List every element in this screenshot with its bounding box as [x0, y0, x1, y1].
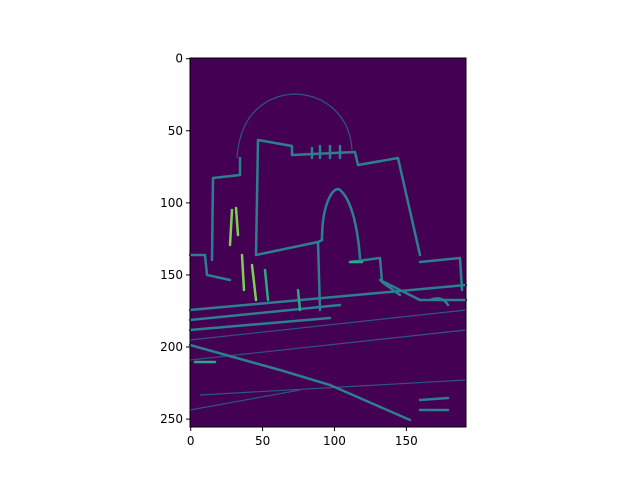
axes-frame [189, 57, 467, 428]
y-tick-label: 150 [160, 268, 183, 282]
y-tick-label: 50 [168, 124, 183, 138]
image [188, 58, 468, 427]
y-tick-label: 0 [175, 52, 183, 66]
x-tick-label: 0 [187, 434, 195, 448]
y-tick-label: 250 [160, 412, 183, 426]
x-tick-label: 100 [323, 434, 346, 448]
x-tick-label: 50 [255, 434, 270, 448]
y-tick-label: 200 [160, 340, 183, 354]
edge-picture [188, 93, 468, 422]
y-tick-label: 100 [160, 196, 183, 210]
image-background [190, 58, 466, 427]
x-tick-label: 150 [395, 434, 418, 448]
